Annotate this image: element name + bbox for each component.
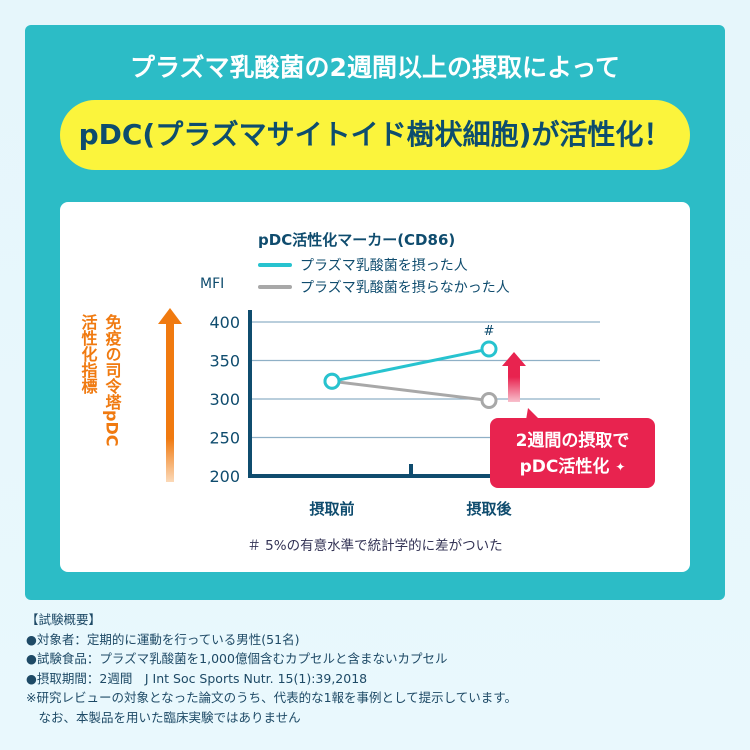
study-notes: 【試験概要】 ●対象者：定期的に運動を行っている男性(51名) ●試験食品：プラ… — [26, 610, 517, 727]
y-tick-label: 300 — [209, 390, 240, 409]
highlight-banner: pDC(プラズマサイトイド樹状細胞)が活性化！ — [60, 100, 690, 170]
note-line: なお、本製品を用いた臨床実験ではありません — [26, 709, 301, 725]
callout-line2: pDC活性化 — [519, 457, 610, 477]
note-line: ●対象者：定期的に運動を行っている男性(51名) — [26, 631, 300, 647]
legend-label: プラズマ乳酸菌を摂らなかった人 — [300, 280, 510, 296]
note-line: ●摂取期間：2週間 J Int Soc Sports Nutr. 15(1):3… — [26, 670, 368, 686]
significance-mark: # — [484, 324, 495, 339]
x-tick-label: 摂取前 — [309, 500, 354, 518]
sparkle-icon: ✦ — [615, 460, 626, 474]
increase-arrow-icon — [502, 352, 526, 402]
series-line — [331, 347, 490, 383]
data-point — [480, 392, 498, 410]
callout: 2週間の摂取で pDC活性化 ✦ — [490, 418, 655, 488]
side-label: 免疫の司令塔pDC — [103, 313, 123, 446]
chart-card: pDC活性化マーカー(CD86) プラズマ乳酸菌を摂った人プラズマ乳酸菌を摂らなか… — [60, 202, 690, 572]
y-tick-label: 400 — [209, 313, 240, 332]
y-tick-label: 350 — [209, 352, 240, 371]
up-arrow-icon — [158, 308, 182, 482]
note-line: 【試験概要】 — [26, 612, 102, 627]
series-line — [331, 379, 490, 403]
note-line: ※研究レビューの対象となった論文のうち、代表的な1報を事例として提示しています。 — [26, 690, 518, 705]
callout-pointer — [526, 408, 540, 420]
data-point — [480, 340, 498, 358]
chart: pDC活性化マーカー(CD86) プラズマ乳酸菌を摂った人プラズマ乳酸菌を摂らなか… — [79, 231, 600, 554]
x-tick-label: 摂取後 — [466, 500, 512, 518]
headline: プラズマ乳酸菌の2週間以上の摂取によって — [130, 53, 620, 82]
y-axis-label: MFI — [200, 276, 224, 292]
data-point — [323, 372, 341, 390]
side-label: 活性化指標 — [79, 313, 98, 395]
y-tick-label: 250 — [209, 429, 240, 448]
legend-label: プラズマ乳酸菌を摂った人 — [300, 258, 468, 274]
chart-title: pDC活性化マーカー(CD86) — [258, 231, 455, 249]
y-tick-label: 200 — [209, 467, 240, 486]
callout-line1: 2週間の摂取で — [515, 431, 630, 451]
note-line: ●試験食品：プラズマ乳酸菌を1,000億個含むカプセルと含まないカプセル — [26, 651, 448, 666]
footnote: ＃ 5%の有意水準で統計学的に差がついた — [247, 537, 502, 554]
